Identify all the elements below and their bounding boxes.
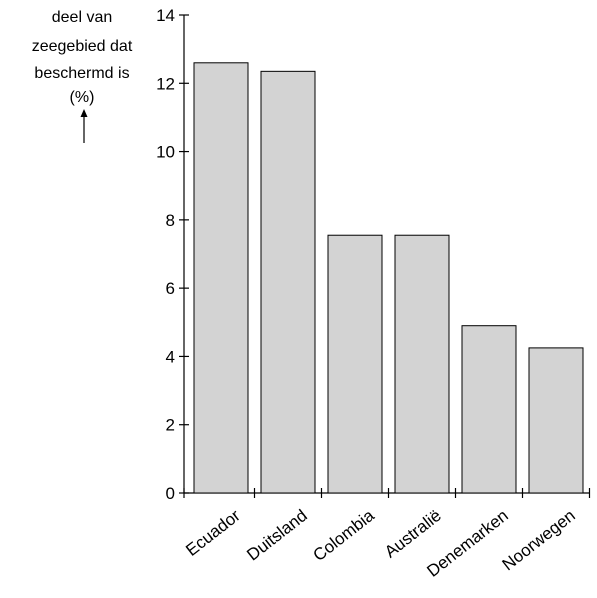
y-tick-label: 6 (166, 279, 175, 298)
y-axis-label-line-1: deel van (52, 9, 113, 26)
bar (193, 62, 249, 494)
bars (193, 62, 584, 494)
bar (461, 325, 517, 494)
bar (260, 70, 316, 494)
y-tick-label: 8 (166, 211, 175, 230)
y-axis-label-line-4: (%) (70, 89, 95, 106)
y-tick-label: 4 (166, 347, 175, 366)
y-tick-label: 14 (156, 6, 175, 25)
y-axis-label-line-2: zeegebied dat (32, 38, 133, 55)
y-tick-label: 0 (166, 484, 175, 503)
bar (327, 234, 383, 494)
y-tick-label: 2 (166, 416, 175, 435)
y-axis-label-line-3: beschermd is (34, 65, 129, 82)
x-tick-label: Australië (381, 506, 445, 562)
x-tick-label: Colombia (310, 506, 379, 566)
x-tick-label: Noorwegen (499, 506, 579, 575)
x-tick-label: Ecuador (182, 506, 244, 560)
y-tick-label: 12 (156, 74, 175, 93)
bar (528, 347, 584, 494)
y-axis-label: deel van zeegebied dat beschermd is (%) (32, 9, 133, 143)
y-tick-label: 10 (156, 143, 175, 162)
up-arrow-icon (80, 109, 88, 143)
bar (394, 234, 450, 494)
x-tick-label: Duitsland (243, 506, 311, 565)
